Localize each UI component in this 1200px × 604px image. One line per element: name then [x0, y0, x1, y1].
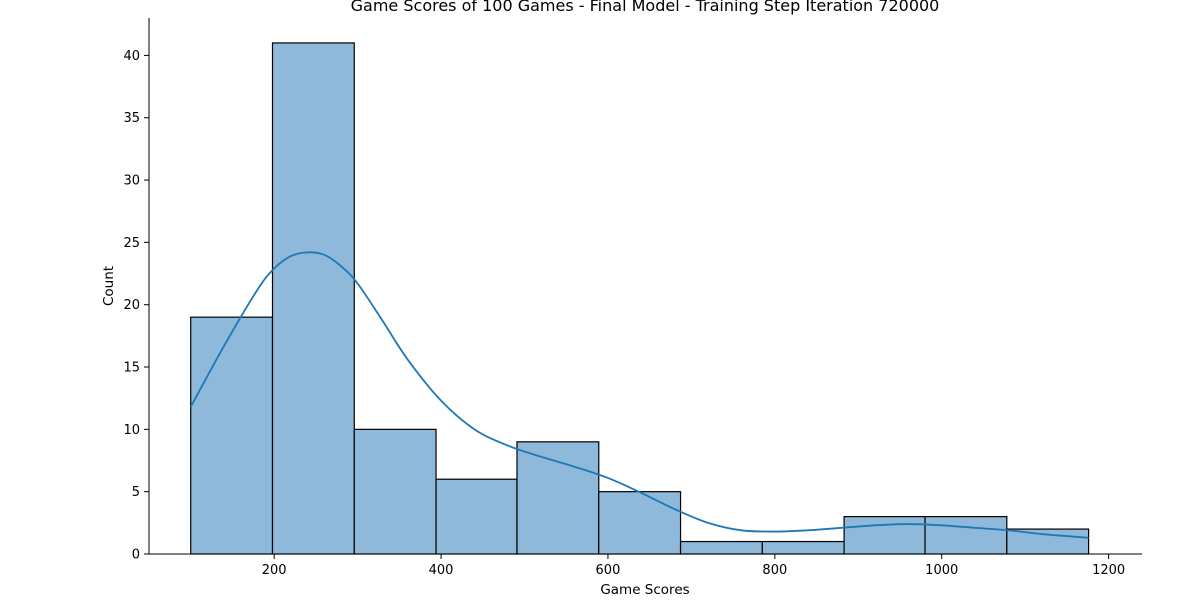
y-tick-label-30: 30 — [123, 174, 140, 189]
x-tick-label-600: 600 — [596, 563, 621, 578]
histogram-bar-9 — [924, 516, 1008, 555]
kde-curve-layer — [189, 251, 1089, 539]
y-tick-label-10: 10 — [123, 423, 140, 438]
y-axis-label: Count — [101, 266, 117, 306]
kde-curve — [189, 251, 1089, 539]
histogram-bar-7 — [761, 540, 845, 555]
x-tick-label-1200: 1200 — [1092, 563, 1125, 578]
histogram-bar-10 — [1006, 528, 1090, 555]
x-axis-ticks: 200 400 600 800 1000 1200 — [262, 554, 1125, 578]
y-tick-label-20: 20 — [123, 298, 140, 313]
histogram-bars — [190, 42, 1090, 555]
x-tick-label-200: 200 — [262, 563, 287, 578]
histogram-bar-3 — [435, 478, 518, 555]
histogram-bar-4 — [516, 441, 600, 555]
y-tick-label-35: 35 — [123, 111, 140, 126]
histogram-bar-8 — [843, 516, 926, 555]
y-tick-label-25: 25 — [123, 236, 140, 251]
histogram-bar-0 — [190, 316, 274, 555]
x-tick-label-1000: 1000 — [925, 563, 958, 578]
histogram-bar-5 — [598, 491, 682, 555]
y-axis-ticks: 0 5 10 15 20 25 30 35 40 — [123, 49, 149, 563]
y-tick-label-0: 0 — [132, 548, 140, 563]
x-tick-label-800: 800 — [762, 563, 787, 578]
axes — [148, 18, 1142, 555]
x-axis-label: Game Scores — [600, 582, 689, 598]
y-tick-label-15: 15 — [123, 361, 140, 376]
x-tick-label-400: 400 — [429, 563, 454, 578]
y-tick-label-5: 5 — [132, 485, 140, 500]
histogram-bar-1 — [271, 42, 355, 555]
chart-title: Game Scores of 100 Games - Final Model -… — [351, 0, 940, 15]
histogram-bar-6 — [679, 540, 763, 555]
histogram-bar-2 — [353, 428, 437, 555]
y-tick-label-40: 40 — [123, 49, 140, 64]
